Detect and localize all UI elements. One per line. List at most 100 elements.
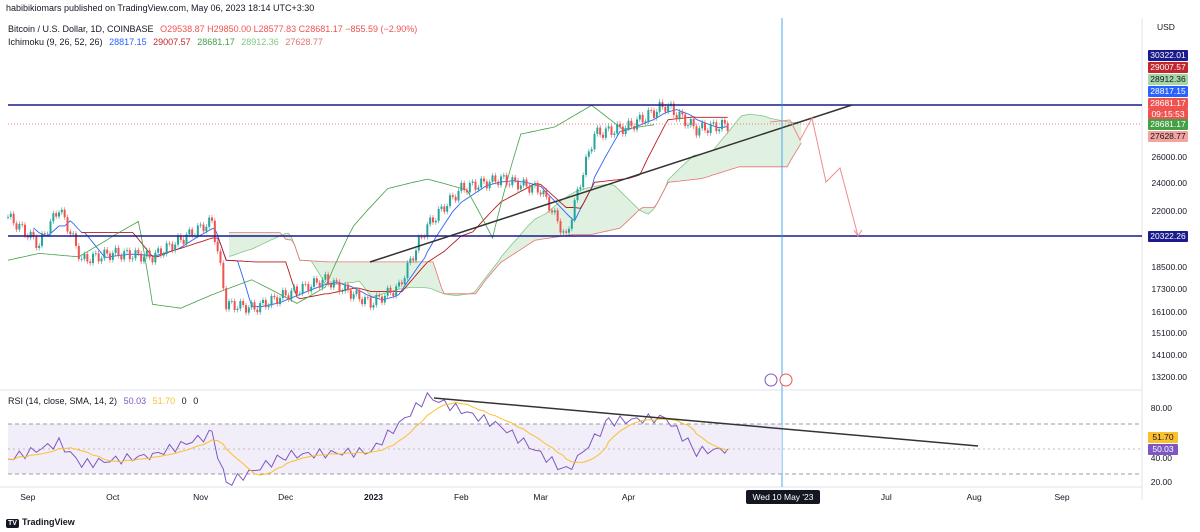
candle-body <box>395 286 398 297</box>
candle-body <box>556 210 559 222</box>
rsi-sma-value: 51.70 <box>152 396 176 406</box>
rsi-axis-label: 40.00 <box>1151 453 1173 463</box>
candle-body <box>245 305 247 313</box>
candle-body <box>607 126 610 129</box>
candle-body <box>534 183 536 186</box>
candle-body <box>103 249 106 259</box>
ascending-trendline[interactable] <box>369 104 853 263</box>
ichimoku-conversion: 28817.15 <box>109 37 147 47</box>
time-tick-label: Sep <box>1054 492 1069 502</box>
candle-body <box>392 292 395 297</box>
candle-body <box>508 184 511 186</box>
candle-body <box>41 233 43 246</box>
ohlc-values: O29538.87 H29850.00 L28577.83 C28681.17 … <box>160 24 418 34</box>
candle-body <box>216 241 219 252</box>
candle-body <box>449 195 451 206</box>
candle-body <box>381 296 383 303</box>
candle-body <box>415 250 417 261</box>
candle-body <box>375 295 378 306</box>
rsi-name: RSI (14, close, SMA, 14, 2) <box>8 396 118 406</box>
candle-body <box>177 235 179 245</box>
candle-body <box>627 120 630 129</box>
candle-body <box>327 274 330 284</box>
candle-body <box>49 221 52 234</box>
candle-body <box>718 129 721 132</box>
candle-body <box>185 234 188 245</box>
rsi-legend[interactable]: RSI (14, close, SMA, 14, 2) 50.03 51.70 … <box>8 396 202 406</box>
candle-body <box>426 224 429 237</box>
candle-body <box>531 185 534 193</box>
candle-body <box>332 280 335 288</box>
candle-body <box>9 213 12 217</box>
candle-body <box>485 181 488 189</box>
price-axis-label: 13200.00 <box>1152 372 1188 382</box>
candle-body <box>443 206 446 212</box>
candle-body <box>80 258 83 260</box>
candle-body <box>228 301 230 310</box>
tradingview-footer: TV TradingView <box>6 517 75 528</box>
candle-body <box>522 179 525 186</box>
projected-path[interactable] <box>769 116 859 237</box>
candle-body <box>97 253 100 262</box>
symbol-legend[interactable]: Bitcoin / U.S. Dollar, 1D, COINBASE O295… <box>8 24 421 34</box>
candle-body <box>715 122 718 132</box>
candle-body <box>653 110 655 118</box>
candle-body <box>369 297 372 308</box>
candle-body <box>313 278 315 287</box>
time-tick-label: Nov <box>193 492 209 502</box>
candle-body <box>412 258 415 261</box>
candle-body <box>437 208 440 221</box>
candle-body <box>610 126 613 135</box>
candle-body <box>239 301 242 309</box>
ichimoku-legend[interactable]: Ichimoku (9, 26, 52, 26) 28817.15 29007.… <box>8 37 327 47</box>
ichimoku-name: Ichimoku (9, 26, 52, 26) <box>8 37 103 47</box>
candle-body <box>247 307 250 313</box>
candle-body <box>106 249 109 254</box>
candle-body <box>514 177 517 181</box>
event-icon[interactable] <box>764 373 778 387</box>
candle-body <box>372 305 375 308</box>
rsi-trendline[interactable] <box>433 397 979 447</box>
candle-body <box>505 175 508 185</box>
candle-body <box>250 302 253 308</box>
candle-body <box>378 295 381 297</box>
price-tag: 28912.36 <box>1148 74 1188 85</box>
candle-body <box>599 127 602 135</box>
rsi-value: 50.03 <box>123 396 147 406</box>
ichimoku-lead-a: 28912.36 <box>241 37 279 47</box>
price-tag: 28681.17 <box>1148 119 1188 130</box>
candle-body <box>519 185 522 190</box>
candle-body <box>511 177 514 186</box>
price-tag: 28681.17 <box>1148 98 1188 109</box>
candle-body <box>551 210 553 213</box>
candle-body <box>92 253 94 264</box>
candle-body <box>417 236 420 251</box>
candle-body <box>687 125 689 127</box>
candle-body <box>148 250 151 258</box>
candle-body <box>596 127 599 134</box>
time-tick-label: 2023 <box>364 492 383 502</box>
candle-body <box>684 114 687 126</box>
candle-body <box>315 278 318 283</box>
candle-body <box>604 128 607 138</box>
candle-body <box>400 282 403 285</box>
candle-body <box>723 119 726 124</box>
candle-body <box>202 224 205 232</box>
flag-icon[interactable] <box>779 373 793 387</box>
candle-body <box>63 209 66 218</box>
crosshair-date-box <box>746 490 820 504</box>
candle-body <box>253 302 256 310</box>
candle-body <box>24 224 26 236</box>
candle-body <box>613 133 616 135</box>
candle-body <box>196 225 199 236</box>
candle-body <box>66 217 69 232</box>
candle-body <box>12 213 15 224</box>
candle-body <box>318 282 321 288</box>
candle-body <box>559 221 562 233</box>
candle-body <box>386 287 389 296</box>
candle-body <box>208 217 211 227</box>
candle-body <box>171 243 174 251</box>
crosshair-date-label: Wed 10 May '23 <box>753 492 814 502</box>
rsi-lines <box>7 391 729 486</box>
